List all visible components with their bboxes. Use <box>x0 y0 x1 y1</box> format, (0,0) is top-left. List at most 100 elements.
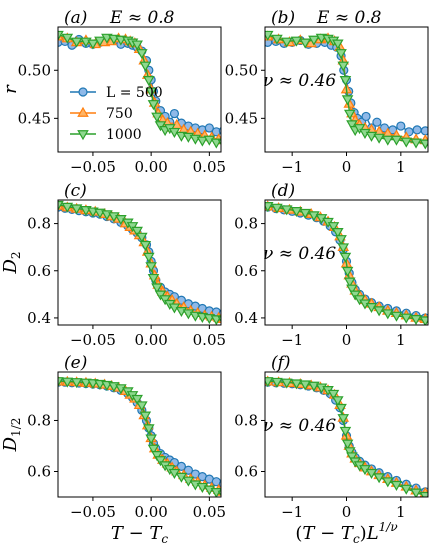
series-line-2 <box>58 205 221 320</box>
data-point <box>154 456 167 467</box>
data-point <box>390 135 403 146</box>
data-point <box>339 76 352 87</box>
x-tick-label: −1 <box>281 503 303 521</box>
data-point <box>139 411 152 422</box>
series-line-3 <box>267 380 426 497</box>
data-point <box>143 252 155 263</box>
y-tick-label: 0.6 <box>234 262 258 280</box>
data-point <box>373 133 385 144</box>
y-tick-label: 0.8 <box>27 215 51 233</box>
data-point <box>390 480 403 491</box>
data-point <box>147 100 160 111</box>
data-point <box>335 235 347 246</box>
data-point <box>341 95 354 106</box>
data-point <box>143 424 155 435</box>
legend: L = 500 750 1000 <box>70 85 163 143</box>
nu-annotation: ν ≈ 0.46 <box>263 71 336 91</box>
x-tick-label: −1 <box>281 331 303 349</box>
data-point <box>335 49 347 60</box>
data-point <box>131 226 143 237</box>
panel-b: −1 0 1 0.45 0.50 (b) E ≈ 0.8 ν ≈ 0.46 <box>225 8 429 176</box>
data-point <box>346 284 358 295</box>
panel-label: (d) <box>271 181 295 201</box>
data-point <box>341 266 354 277</box>
x-tick-label: 0.00 <box>134 503 167 521</box>
data-point <box>169 108 180 119</box>
data-point <box>382 477 394 488</box>
data-point <box>400 137 413 148</box>
data-point <box>196 136 209 147</box>
data-point <box>410 138 422 149</box>
y-tick-label: 0.8 <box>234 215 258 233</box>
y-tick-label: 0.8 <box>27 411 51 429</box>
energy-annotation: E ≈ 0.8 <box>109 8 175 28</box>
data-point <box>396 121 406 131</box>
data-point <box>61 33 74 44</box>
y-tick-label: 0.45 <box>18 109 51 127</box>
data-point <box>337 61 350 72</box>
legend-marker <box>78 87 88 97</box>
data-point <box>343 277 356 288</box>
data-point <box>361 111 371 122</box>
data-point <box>339 252 352 263</box>
data-point <box>299 208 311 219</box>
panel-d: −1 0 1 0.4 0.6 0.8 (d) ν ≈ 0.46 <box>234 181 429 349</box>
data-point <box>136 232 148 243</box>
data-point <box>145 434 157 445</box>
data-point <box>327 222 340 233</box>
y-tick-label: 0.6 <box>234 462 258 480</box>
data-point <box>308 35 320 46</box>
data-point <box>271 34 283 45</box>
data-point <box>412 125 422 135</box>
panel-f: −1 0 1 0.6 0.8 (f) ν ≈ 0.46 (T − Tc)L1/ν <box>234 353 429 546</box>
data-point <box>136 49 148 60</box>
data-point <box>94 36 106 47</box>
data-point <box>183 465 193 475</box>
data-point <box>332 227 344 239</box>
data-point <box>147 273 160 285</box>
data-point <box>139 61 152 72</box>
data-point <box>151 451 163 462</box>
axes-frame <box>57 26 222 153</box>
data-point <box>58 377 64 388</box>
nu-annotation: ν ≈ 0.46 <box>263 416 336 436</box>
x-tick-label: 0.05 <box>193 331 226 349</box>
legend-marker <box>77 130 89 141</box>
panel-label: (b) <box>271 8 295 28</box>
data-point <box>382 309 394 320</box>
data-point <box>151 283 163 294</box>
y-tick-label: 0.8 <box>234 411 258 429</box>
data-point <box>154 121 167 132</box>
data-point <box>136 401 148 412</box>
data-point <box>332 39 344 50</box>
data-point <box>151 112 163 123</box>
x-tick-label: −0.05 <box>70 503 116 521</box>
data-point <box>327 389 340 400</box>
y-axis-label: r <box>0 84 21 94</box>
data-point <box>147 444 160 455</box>
data-point <box>139 240 152 252</box>
y-tick-label: 0.45 <box>225 109 258 127</box>
data-point <box>343 447 356 458</box>
panel-c: −0.05 0.00 0.05 0.4 0.6 0.8 (c) D2 <box>0 181 226 349</box>
plot-area <box>265 200 428 325</box>
data-point <box>353 124 366 135</box>
data-point <box>145 262 157 273</box>
data-point <box>80 378 92 389</box>
y-tick-label: 0.4 <box>234 309 258 327</box>
x-tick-label: 1 <box>396 331 406 349</box>
data-point <box>87 39 99 50</box>
y-tick-label: 0.4 <box>27 309 51 327</box>
x-tick-label: 1 <box>396 503 406 521</box>
data-point <box>410 315 422 325</box>
y-tick-label: 0.6 <box>27 462 51 480</box>
data-point <box>346 452 358 463</box>
y-tick-label: 0.50 <box>225 61 258 79</box>
data-point <box>70 378 83 389</box>
nu-annotation: ν ≈ 0.46 <box>263 244 336 264</box>
data-point <box>400 313 413 324</box>
x-tick-label: −1 <box>281 158 303 176</box>
y-tick-label: 0.6 <box>27 262 51 280</box>
data-point <box>343 109 356 120</box>
panel-e: −0.05 0.00 0.05 0.6 0.8 (e) D1/2 T − Tc <box>0 353 226 546</box>
